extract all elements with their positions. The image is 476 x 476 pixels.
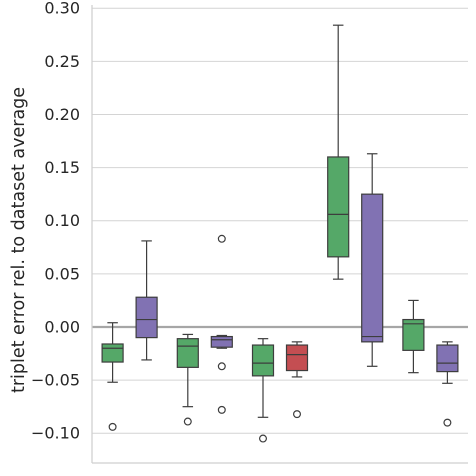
- x-tick-layer: CKL GNMDS SOE STE tSTE: [114, 473, 448, 476]
- y-tick-label: 0.00: [44, 317, 80, 336]
- x-tick-label: CKL: [114, 473, 145, 476]
- axis-layer: [91, 5, 468, 464]
- box-gnmds-purple: [210, 234, 233, 414]
- outlier-point: [259, 434, 268, 443]
- box-ckl-purple: [135, 240, 158, 361]
- grid-layer: [92, 7, 468, 434]
- box-body: [361, 193, 384, 343]
- box-body: [135, 296, 158, 339]
- box-ste-purple: [361, 153, 384, 367]
- box-body: [176, 338, 199, 368]
- box-soe-green: [251, 338, 275, 443]
- box-tste-green: [402, 299, 425, 374]
- box-body: [251, 344, 275, 377]
- y-tick-label: −0.05: [31, 371, 80, 390]
- outlier-point: [183, 417, 192, 426]
- y-tick-label: 0.15: [44, 158, 80, 177]
- x-tick-label: SOE: [264, 473, 297, 476]
- box-ste-green: [327, 24, 350, 280]
- y-tick-label: 0.05: [44, 264, 80, 283]
- outlier-point: [217, 234, 226, 243]
- box-layer: [101, 24, 459, 443]
- box-body: [285, 344, 309, 372]
- box-body: [101, 343, 124, 363]
- box-tste-purple: [436, 341, 459, 427]
- y-tick-label: 0.20: [44, 105, 80, 124]
- box-body: [210, 335, 233, 348]
- box-ckl-green: [101, 322, 124, 431]
- x-tick-label: tSTE: [412, 473, 448, 476]
- outlier-point: [217, 405, 226, 414]
- box-body: [436, 344, 459, 373]
- y-axis-label: triplet error rel. to dataset average: [9, 87, 29, 393]
- box-body: [402, 318, 425, 351]
- y-tick-layer: −0.10 −0.05 0.00 0.05 0.10 0.15 0.20 0.25 0.30: [31, 0, 80, 443]
- box-soe-red: [285, 341, 309, 419]
- y-tick-label: 0.25: [44, 52, 80, 71]
- x-tick-label: GNMDS: [174, 473, 235, 476]
- box-gnmds-green: [176, 333, 199, 426]
- y-tick-label: 0.30: [44, 0, 80, 18]
- x-tick-label: STE: [340, 473, 370, 476]
- y-tick-label: −0.10: [31, 424, 80, 443]
- box-body: [327, 156, 350, 258]
- outlier-point: [217, 362, 226, 371]
- y-tick-label: 0.10: [44, 211, 80, 230]
- outlier-point: [108, 422, 117, 431]
- outlier-point: [443, 418, 452, 427]
- outlier-point: [293, 410, 302, 419]
